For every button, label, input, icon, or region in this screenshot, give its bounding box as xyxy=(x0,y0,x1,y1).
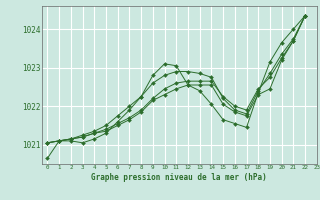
X-axis label: Graphe pression niveau de la mer (hPa): Graphe pression niveau de la mer (hPa) xyxy=(91,173,267,182)
